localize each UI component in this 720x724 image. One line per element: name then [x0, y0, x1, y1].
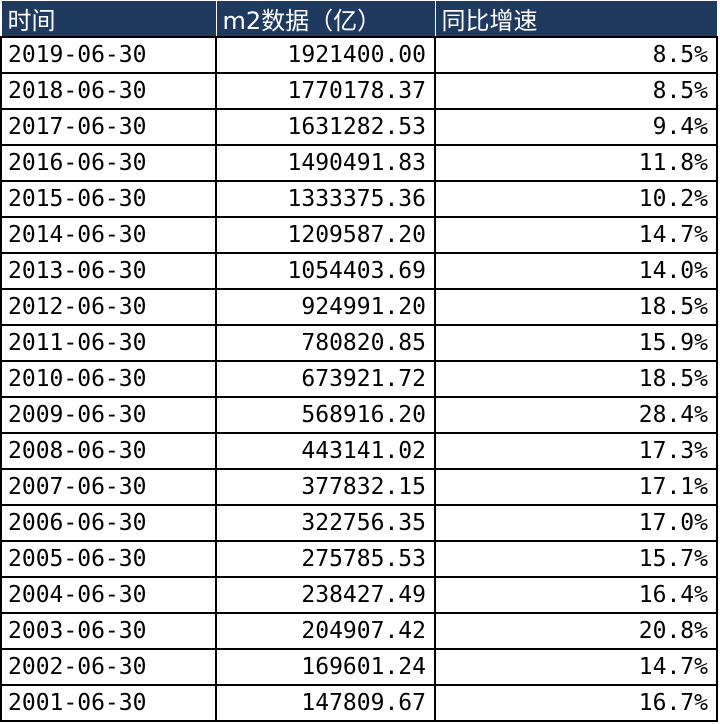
cell-m2-value[interactable]: 1921400.00 — [215, 36, 436, 74]
cell-date[interactable]: 2015-06-30 — [0, 180, 217, 218]
cell-m2-value[interactable]: 204907.42 — [215, 612, 436, 650]
cell-m2-value[interactable]: 169601.24 — [215, 648, 436, 686]
cell-date[interactable]: 2002-06-30 — [0, 648, 217, 686]
table-row: 2016-06-30 1490491.83 11.8% — [0, 144, 718, 182]
table-row: 2017-06-30 1631282.53 9.4% — [0, 108, 718, 146]
header-date[interactable]: 时间 — [0, 0, 217, 38]
table-row: 2007-06-30 377832.15 17.1% — [0, 468, 718, 506]
cell-growth-rate[interactable]: 17.3% — [434, 432, 718, 470]
table-row: 2001-06-30 147809.67 16.7% — [0, 684, 718, 722]
cell-growth-rate[interactable]: 9.4% — [434, 108, 718, 146]
cell-m2-value[interactable]: 1631282.53 — [215, 108, 436, 146]
cell-growth-rate[interactable]: 8.5% — [434, 72, 718, 110]
cell-m2-value[interactable]: 568916.20 — [215, 396, 436, 434]
table-row: 2019-06-30 1921400.00 8.5% — [0, 36, 718, 74]
table-row: 2014-06-30 1209587.20 14.7% — [0, 216, 718, 254]
table-row: 2015-06-30 1333375.36 10.2% — [0, 180, 718, 218]
cell-growth-rate[interactable]: 28.4% — [434, 396, 718, 434]
cell-m2-value[interactable]: 275785.53 — [215, 540, 436, 578]
cell-growth-rate[interactable]: 11.8% — [434, 144, 718, 182]
cell-date[interactable]: 2013-06-30 — [0, 252, 217, 290]
cell-date[interactable]: 2009-06-30 — [0, 396, 217, 434]
cell-date[interactable]: 2012-06-30 — [0, 288, 217, 326]
cell-date[interactable]: 2016-06-30 — [0, 144, 217, 182]
cell-growth-rate[interactable]: 20.8% — [434, 612, 718, 650]
cell-date[interactable]: 2010-06-30 — [0, 360, 217, 398]
header-m2[interactable]: m2数据（亿） — [215, 0, 436, 38]
table-row: 2005-06-30 275785.53 15.7% — [0, 540, 718, 578]
cell-date[interactable]: 2005-06-30 — [0, 540, 217, 578]
cell-date[interactable]: 2014-06-30 — [0, 216, 217, 254]
table-row: 2010-06-30 673921.72 18.5% — [0, 360, 718, 398]
table-row: 2002-06-30 169601.24 14.7% — [0, 648, 718, 686]
cell-date[interactable]: 2017-06-30 — [0, 108, 217, 146]
cell-m2-value[interactable]: 780820.85 — [215, 324, 436, 362]
cell-growth-rate[interactable]: 17.1% — [434, 468, 718, 506]
cell-date[interactable]: 2001-06-30 — [0, 684, 217, 722]
cell-m2-value[interactable]: 238427.49 — [215, 576, 436, 614]
table-row: 2013-06-30 1054403.69 14.0% — [0, 252, 718, 290]
table-row: 2011-06-30 780820.85 15.9% — [0, 324, 718, 362]
cell-m2-value[interactable]: 377832.15 — [215, 468, 436, 506]
cell-m2-value[interactable]: 1054403.69 — [215, 252, 436, 290]
cell-m2-value[interactable]: 673921.72 — [215, 360, 436, 398]
table-row: 2018-06-30 1770178.37 8.5% — [0, 72, 718, 110]
cell-date[interactable]: 2006-06-30 — [0, 504, 217, 542]
cell-date[interactable]: 2003-06-30 — [0, 612, 217, 650]
cell-date[interactable]: 2019-06-30 — [0, 36, 217, 74]
cell-m2-value[interactable]: 443141.02 — [215, 432, 436, 470]
table-row: 2003-06-30 204907.42 20.8% — [0, 612, 718, 650]
cell-m2-value[interactable]: 1333375.36 — [215, 180, 436, 218]
table-header: 时间 m2数据（亿） 同比增速 — [0, 0, 718, 38]
cell-date[interactable]: 2018-06-30 — [0, 72, 217, 110]
cell-growth-rate[interactable]: 14.7% — [434, 648, 718, 686]
table-row: 2004-06-30 238427.49 16.4% — [0, 576, 718, 614]
table-row: 2008-06-30 443141.02 17.3% — [0, 432, 718, 470]
cell-m2-value[interactable]: 322756.35 — [215, 504, 436, 542]
cell-date[interactable]: 2011-06-30 — [0, 324, 217, 362]
cell-date[interactable]: 2007-06-30 — [0, 468, 217, 506]
cell-growth-rate[interactable]: 18.5% — [434, 360, 718, 398]
cell-m2-value[interactable]: 924991.20 — [215, 288, 436, 326]
cell-growth-rate[interactable]: 17.0% — [434, 504, 718, 542]
cell-growth-rate[interactable]: 16.4% — [434, 576, 718, 614]
cell-growth-rate[interactable]: 10.2% — [434, 180, 718, 218]
cell-growth-rate[interactable]: 14.7% — [434, 216, 718, 254]
cell-m2-value[interactable]: 1209587.20 — [215, 216, 436, 254]
table-row: 2009-06-30 568916.20 28.4% — [0, 396, 718, 434]
cell-date[interactable]: 2004-06-30 — [0, 576, 217, 614]
cell-growth-rate[interactable]: 14.0% — [434, 252, 718, 290]
cell-growth-rate[interactable]: 15.7% — [434, 540, 718, 578]
table-row: 2006-06-30 322756.35 17.0% — [0, 504, 718, 542]
header-row: 时间 m2数据（亿） 同比增速 — [0, 0, 718, 38]
cell-growth-rate[interactable]: 16.7% — [434, 684, 718, 722]
cell-date[interactable]: 2008-06-30 — [0, 432, 217, 470]
table-row: 2012-06-30 924991.20 18.5% — [0, 288, 718, 326]
header-growth[interactable]: 同比增速 — [434, 0, 718, 38]
cell-m2-value[interactable]: 1490491.83 — [215, 144, 436, 182]
cell-m2-value[interactable]: 147809.67 — [215, 684, 436, 722]
cell-growth-rate[interactable]: 18.5% — [434, 288, 718, 326]
table-body: 2019-06-30 1921400.00 8.5% 2018-06-30 177017… — [0, 36, 718, 722]
cell-growth-rate[interactable]: 15.9% — [434, 324, 718, 362]
cell-m2-value[interactable]: 1770178.37 — [215, 72, 436, 110]
cell-growth-rate[interactable]: 8.5% — [434, 36, 718, 74]
